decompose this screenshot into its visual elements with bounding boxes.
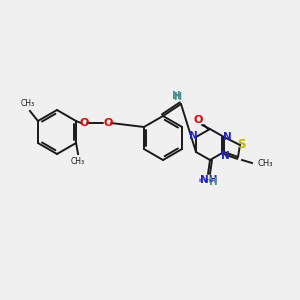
Text: H: H	[208, 177, 217, 187]
Text: H: H	[173, 92, 181, 102]
Text: H: H	[172, 91, 180, 101]
Text: NH: NH	[200, 175, 218, 185]
Text: CH₃: CH₃	[257, 160, 272, 169]
Text: N: N	[223, 132, 231, 142]
Text: O: O	[193, 115, 203, 125]
Text: O: O	[80, 118, 89, 128]
Text: N: N	[220, 151, 230, 161]
Text: S: S	[237, 137, 245, 151]
Text: N: N	[189, 131, 197, 141]
Text: CH₃: CH₃	[21, 99, 35, 108]
Text: imino: imino	[198, 178, 214, 182]
Text: CH₃: CH₃	[71, 157, 85, 166]
Text: O: O	[103, 118, 113, 128]
